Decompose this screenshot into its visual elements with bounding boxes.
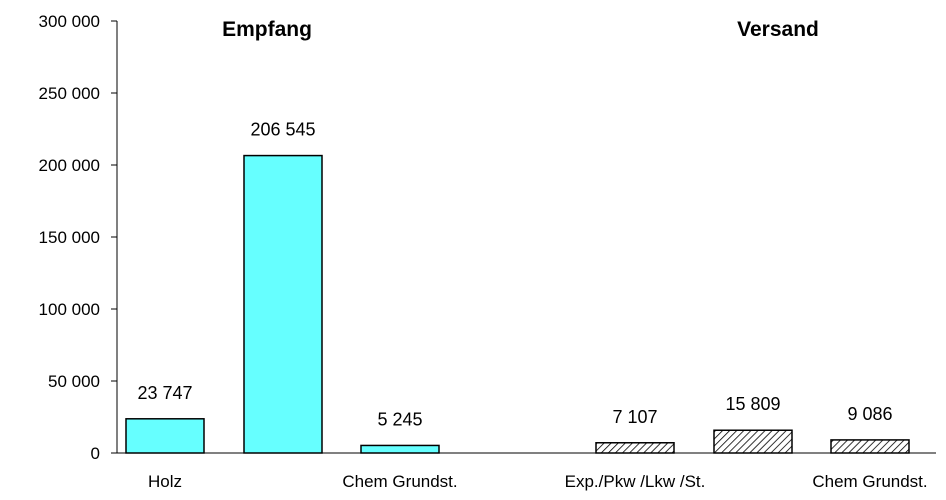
bar xyxy=(713,429,793,454)
bar xyxy=(595,442,675,454)
label-layer: Empfang 23 747 Holz 206 545 5 245 Chem Grunds… xyxy=(137,18,927,491)
x-category-label: Chem Grundst. xyxy=(812,472,927,491)
data-label: 5 245 xyxy=(377,409,422,429)
x-category-label: Chem Grundst. xyxy=(342,472,457,491)
data-label: 15 809 xyxy=(725,394,780,414)
group-title-empfang: Empfang xyxy=(222,18,312,41)
y-tick-label: 250 000 xyxy=(39,84,100,103)
y-tick-label: 100 000 xyxy=(39,300,100,319)
bar xyxy=(243,154,323,454)
bar-layer xyxy=(125,154,910,454)
data-label: 206 545 xyxy=(250,120,315,140)
y-tick-label: 150 000 xyxy=(39,228,100,247)
axis-layer: 0 50 000 100 000 150 000 200 000 250 000 300 0… xyxy=(39,12,936,463)
data-label: 7 107 xyxy=(612,407,657,427)
bar xyxy=(125,418,205,454)
x-category-label: Exp./Pkw /Lkw /St. xyxy=(565,472,706,491)
x-category-label: Holz xyxy=(148,472,182,491)
data-label: 9 086 xyxy=(847,404,892,424)
y-tick-label: 0 xyxy=(91,444,100,463)
y-tick-label: 300 000 xyxy=(39,12,100,31)
y-tick-label: 200 000 xyxy=(39,156,100,175)
y-tick-label: 50 000 xyxy=(48,372,100,391)
data-label: 23 747 xyxy=(137,383,192,403)
group-title-versand: Versand xyxy=(737,18,819,41)
bar xyxy=(830,439,910,454)
bar xyxy=(360,444,440,454)
